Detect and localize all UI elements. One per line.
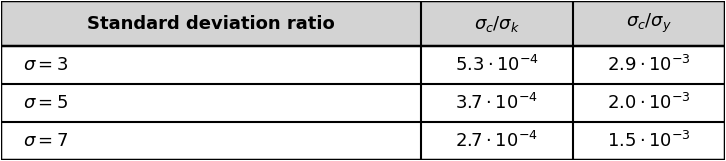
- Text: $2.7 \cdot 10^{-4}$: $2.7 \cdot 10^{-4}$: [455, 131, 538, 151]
- Text: $\sigma_c/\sigma_y$: $\sigma_c/\sigma_y$: [626, 12, 672, 35]
- Text: Standard deviation ratio: Standard deviation ratio: [87, 14, 335, 33]
- Text: $2.9 \cdot 10^{-3}$: $2.9 \cdot 10^{-3}$: [607, 55, 690, 75]
- Text: $3.7 \cdot 10^{-4}$: $3.7 \cdot 10^{-4}$: [455, 93, 538, 113]
- Text: $\sigma = 3$: $\sigma = 3$: [23, 56, 68, 74]
- Text: $1.5 \cdot 10^{-3}$: $1.5 \cdot 10^{-3}$: [607, 131, 690, 151]
- FancyBboxPatch shape: [1, 84, 725, 122]
- FancyBboxPatch shape: [1, 46, 725, 84]
- Text: $\sigma = 5$: $\sigma = 5$: [23, 94, 68, 112]
- Text: $\sigma = 7$: $\sigma = 7$: [23, 132, 68, 150]
- Text: $2.0 \cdot 10^{-3}$: $2.0 \cdot 10^{-3}$: [607, 93, 690, 113]
- Text: $\sigma_c/\sigma_k$: $\sigma_c/\sigma_k$: [474, 14, 520, 33]
- FancyBboxPatch shape: [1, 1, 725, 46]
- Text: $5.3 \cdot 10^{-4}$: $5.3 \cdot 10^{-4}$: [454, 55, 539, 75]
- FancyBboxPatch shape: [1, 122, 725, 160]
